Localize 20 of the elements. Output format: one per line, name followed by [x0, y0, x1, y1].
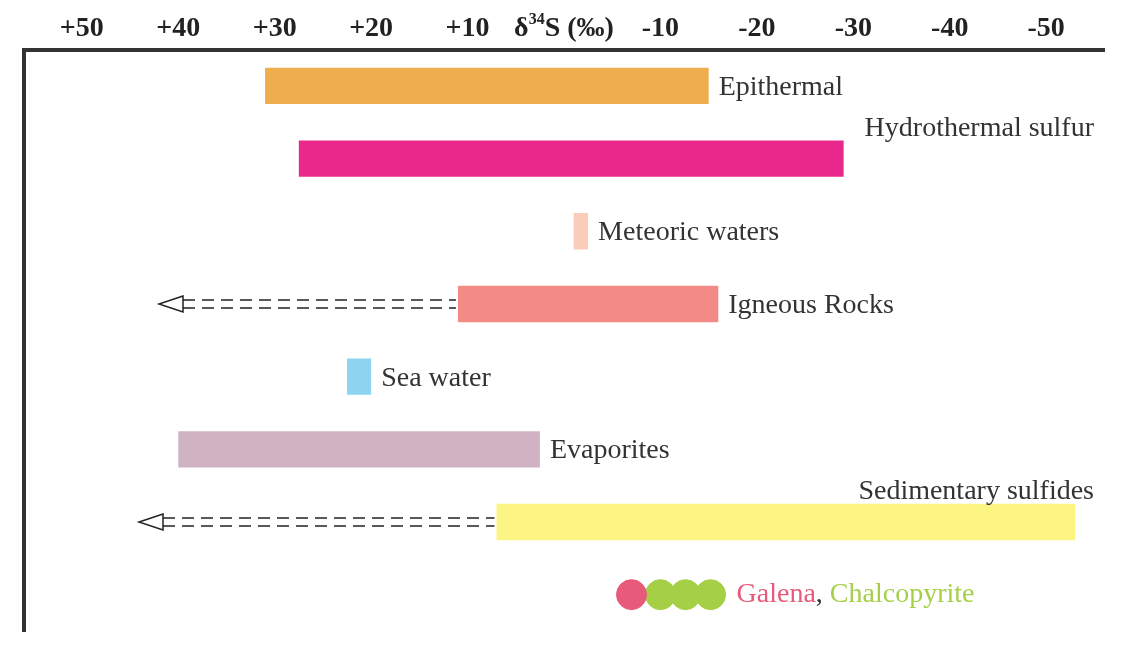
x-tick-label: +40: [156, 11, 201, 43]
x-tick-label: -50: [1027, 11, 1065, 43]
y-tick-label: Sedimentary sulfides: [858, 473, 1094, 507]
y-tick-label: Hydrothermal sulfur: [864, 109, 1094, 144]
y-tick-label: Evaporites: [549, 432, 670, 467]
x-tick-label: -30: [834, 11, 872, 43]
annotation: ,: [815, 577, 823, 609]
y-tick-label: Sea water: [381, 359, 491, 394]
x-tick-label: +20: [349, 11, 394, 43]
x-tick-label: +50: [59, 11, 104, 43]
x-tick-label: -40: [931, 11, 969, 43]
y-tick-label: Meteoric waters: [598, 214, 780, 249]
text: Chalcopyrite: [829, 577, 975, 609]
y-tick-label: Igneous Rocks: [728, 286, 894, 321]
y-tick-label: Epithermal: [718, 68, 844, 103]
x-tick-label: +30: [252, 11, 297, 43]
x-tick-label: -10: [641, 11, 680, 43]
text: Galena: [736, 577, 817, 609]
x-tick-label: +10: [445, 11, 490, 43]
x-tick-label: -20: [738, 11, 776, 43]
